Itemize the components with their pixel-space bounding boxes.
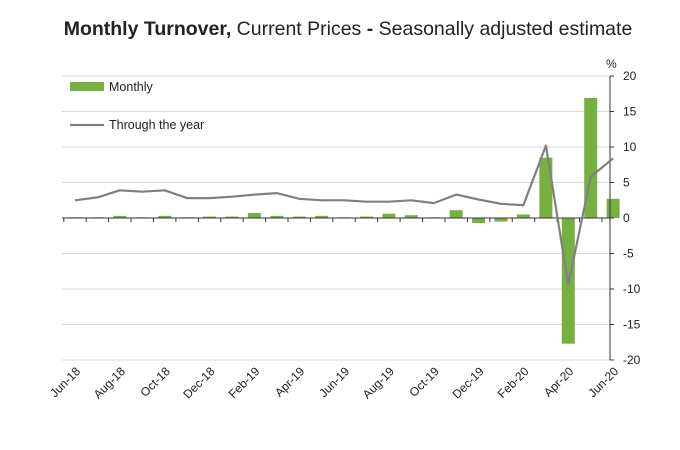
x-tick-label: Jun-18 bbox=[47, 364, 83, 400]
y-tick-label: 10 bbox=[623, 140, 637, 154]
x-tick-label: Dec-18 bbox=[180, 364, 217, 401]
bar-Apr-19 bbox=[292, 216, 306, 218]
y-tick-label: -10 bbox=[623, 282, 641, 296]
bar-Sep-19 bbox=[404, 215, 418, 218]
bar-Jan-19 bbox=[225, 216, 239, 218]
y-tick-label: 5 bbox=[623, 176, 630, 190]
legend: Monthly Through the year bbox=[70, 80, 204, 132]
line-series bbox=[74, 144, 614, 286]
bar-Mar-20 bbox=[539, 157, 553, 218]
x-tick-label: Feb-19 bbox=[226, 364, 263, 401]
title-bold: Monthly Turnover, bbox=[63, 18, 232, 40]
x-tick-label: Aug-18 bbox=[91, 364, 128, 401]
bar-May-19 bbox=[315, 215, 329, 218]
y-tick-label: 20 bbox=[623, 69, 637, 83]
bar-Jun-20 bbox=[606, 198, 620, 218]
through-the-year-line bbox=[74, 144, 614, 286]
x-tick-label: Jun-20 bbox=[585, 364, 621, 400]
x-tick-label: Aug-19 bbox=[360, 364, 397, 401]
bar-Jul-19 bbox=[359, 216, 373, 218]
x-tick-label: Apr-19 bbox=[272, 364, 308, 400]
bar-Dec-19 bbox=[472, 218, 486, 223]
x-tick-label: Oct-19 bbox=[407, 364, 443, 400]
x-tick-labels: Jun-18 Aug-18 Oct-18 Dec-18 Feb-19 Apr-19 Jun-… bbox=[47, 364, 621, 401]
bar-Feb-20 bbox=[516, 214, 530, 218]
bar-Mar-19 bbox=[270, 215, 284, 218]
y-tick-label: 0 bbox=[623, 211, 630, 225]
y-axis-unit-label: % bbox=[606, 57, 617, 71]
axes bbox=[62, 75, 614, 361]
bar-series bbox=[68, 98, 620, 344]
title-dash: - bbox=[366, 18, 374, 40]
bar-Nov-19 bbox=[449, 210, 463, 218]
bar-Jan-20 bbox=[494, 218, 508, 222]
bar-Feb-19 bbox=[247, 213, 261, 218]
legend-monthly-swatch bbox=[70, 82, 104, 91]
bar-Oct-18 bbox=[158, 215, 172, 218]
y-tick-label: -15 bbox=[623, 318, 641, 332]
legend-through-the-year-label: Through the year bbox=[109, 118, 204, 132]
y-tick-label: 15 bbox=[623, 105, 637, 119]
y-tick-label: -5 bbox=[623, 247, 634, 261]
x-tick-label: Jun-19 bbox=[316, 364, 352, 400]
x-tick-label: Feb-20 bbox=[495, 364, 532, 401]
y-tick-labels: 20 15 10 5 0 -5 -10 -15 -20 bbox=[623, 69, 641, 367]
gridlines bbox=[62, 75, 610, 361]
title-rest: Current Prices bbox=[231, 18, 367, 40]
bar-Dec-18 bbox=[203, 216, 217, 218]
x-tick-label: Dec-19 bbox=[449, 364, 486, 401]
y-tick-label: -20 bbox=[623, 353, 641, 367]
x-tick-label: Apr-20 bbox=[541, 364, 577, 400]
x-tick-label: Oct-18 bbox=[137, 364, 173, 400]
title-tail: Seasonally adjusted estimate bbox=[373, 18, 633, 40]
bar-Aug-18 bbox=[113, 215, 127, 218]
bar-Aug-19 bbox=[382, 213, 396, 218]
legend-monthly-label: Monthly bbox=[109, 80, 154, 94]
chart-title: Monthly Turnover, Current Prices - Seaso… bbox=[0, 18, 680, 41]
